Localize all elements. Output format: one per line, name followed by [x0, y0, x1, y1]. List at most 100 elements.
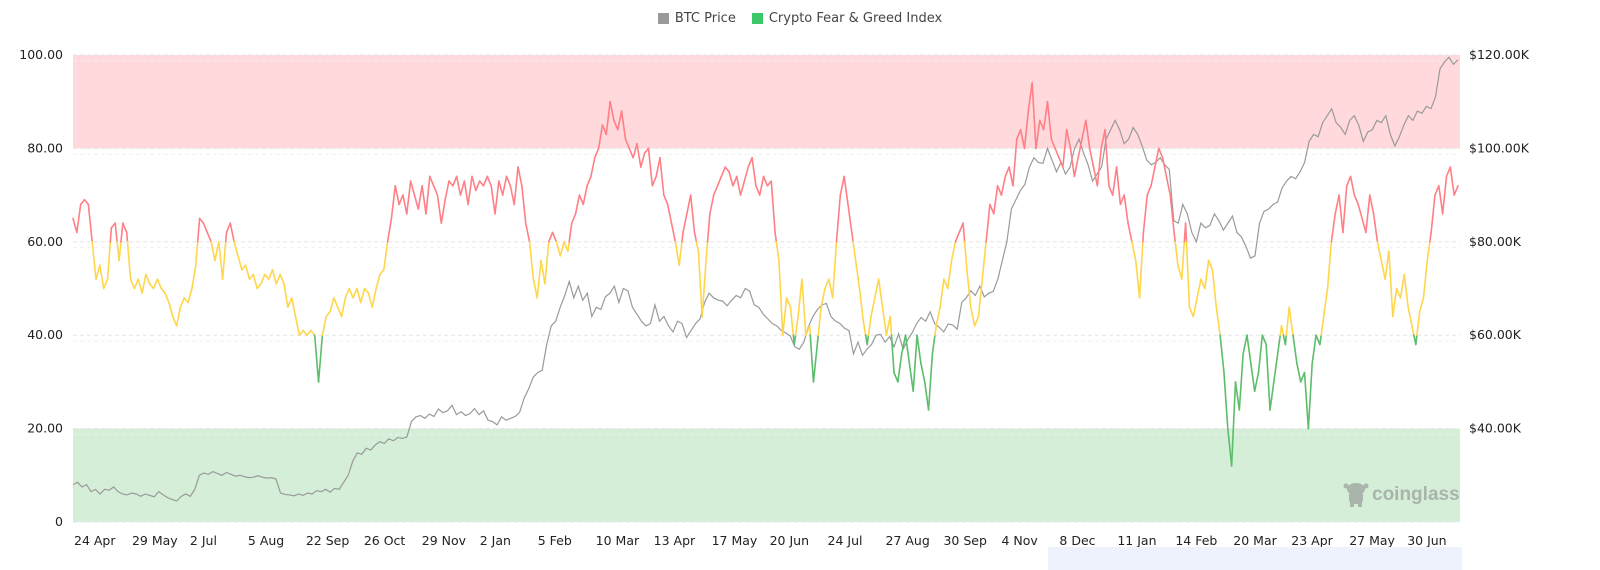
- fear-greed-segment: [816, 334, 820, 346]
- fear-greed-segment: [609, 100, 615, 122]
- fear-greed-segment: [106, 241, 112, 280]
- fear-greed-segment: [946, 259, 953, 290]
- legend-item-btc-price[interactable]: BTC Price: [657, 11, 736, 26]
- fear-greed-segment: [934, 325, 938, 337]
- fear-greed-segment: [582, 184, 588, 206]
- fear-greed-segment: [344, 287, 351, 299]
- fear-greed-segment: [1042, 100, 1049, 131]
- fear-greed-segment: [732, 175, 738, 187]
- x-tick: 14 Feb: [1175, 533, 1217, 548]
- fear-greed-segment: [885, 315, 891, 337]
- fear-greed-segment: [1449, 166, 1455, 196]
- fear-greed-segment: [471, 175, 477, 192]
- fear-greed-segment: [1265, 343, 1271, 411]
- fear-greed-segment: [1234, 381, 1241, 411]
- fear-greed-segment: [647, 147, 654, 187]
- fear-greed-segment: [294, 315, 301, 337]
- fear-greed-segment: [663, 194, 669, 206]
- fear-greed-segment: [233, 241, 239, 257]
- fear-greed-segment: [486, 175, 492, 187]
- fear-greed-segment: [689, 194, 696, 234]
- fear-greed-segment: [1207, 259, 1214, 271]
- fear-greed-segment: [682, 212, 688, 234]
- fear-greed-segment: [1322, 287, 1329, 318]
- fear-greed-segment: [390, 184, 397, 220]
- fear-greed-segment: [601, 124, 608, 136]
- fear-greed-segment: [1407, 306, 1413, 327]
- fear-greed-segment: [1365, 194, 1371, 234]
- gridlines: [73, 54, 1460, 523]
- fear-greed-segment: [593, 147, 600, 159]
- fear-greed-segment: [156, 278, 163, 290]
- fear-greed-segment: [686, 194, 692, 215]
- fear-greed-segment: [866, 334, 870, 346]
- fear-greed-segment: [927, 353, 934, 411]
- fear-greed-segment: [551, 231, 558, 243]
- fear-greed-segment: [264, 273, 270, 280]
- fear-greed-segment: [743, 166, 750, 182]
- fear-greed-segment: [1253, 371, 1260, 393]
- fear-greed-segment: [1384, 250, 1390, 280]
- fear-greed-segment: [1019, 128, 1026, 150]
- fear-greed-segment: [789, 306, 795, 337]
- fear-greed-segment: [76, 203, 82, 234]
- fear-greed-segment: [160, 287, 166, 294]
- fear-greed-segment: [1039, 119, 1045, 131]
- fear-greed-segment: [114, 222, 118, 243]
- fear-greed-segment: [1395, 287, 1402, 299]
- fear-greed-segment: [352, 287, 358, 299]
- fear-greed-segment: [1046, 100, 1053, 140]
- fear-greed-segment: [912, 334, 918, 393]
- fear-greed-segment: [812, 343, 819, 383]
- fear-greed-segment: [867, 315, 872, 337]
- fear-greed-segment: [202, 222, 209, 234]
- fear-greed-segment: [444, 180, 450, 201]
- fear-greed-segment: [852, 241, 857, 262]
- fear-greed-segment: [755, 184, 761, 196]
- x-tick: 17 May: [712, 533, 758, 548]
- fear-greed-segment: [1280, 325, 1285, 337]
- range-scrollbar[interactable]: [1048, 547, 1462, 570]
- fear-greed-segment: [969, 306, 976, 327]
- fear-greed-segment: [1372, 212, 1379, 243]
- fear-greed-segment: [977, 278, 984, 318]
- fear-greed-segment: [425, 175, 431, 215]
- fear-greed-segment: [735, 175, 742, 196]
- fear-greed-segment: [877, 278, 884, 308]
- fear-greed-segment: [321, 315, 328, 337]
- fear-greed-segment: [716, 175, 723, 187]
- fear-greed-segment: [279, 273, 285, 285]
- fear-greed-segment: [839, 175, 845, 196]
- fear-greed-segment: [640, 152, 646, 168]
- fear-greed-segment: [794, 315, 799, 337]
- fear-greed-segment: [751, 156, 757, 187]
- legend-item-fear-greed-index[interactable]: Crypto Fear & Greed Index: [751, 11, 943, 26]
- fear-greed-segment: [196, 217, 201, 243]
- legend-label: Crypto Fear & Greed Index: [768, 11, 943, 26]
- fear-greed-segment: [498, 180, 504, 196]
- fear-greed-segment: [1238, 353, 1244, 411]
- fear-greed-segment: [613, 119, 619, 131]
- fear-greed-segment: [1185, 241, 1191, 308]
- fear-greed-segment: [706, 212, 711, 243]
- fear-greed-segment: [1430, 194, 1436, 234]
- fear-greed-segment: [1085, 119, 1091, 150]
- fear-greed-segment: [306, 329, 312, 337]
- fear-greed-segment: [145, 273, 151, 285]
- fear-greed-segment: [152, 278, 159, 290]
- fear-greed-segment: [356, 287, 362, 304]
- fear-greed-segment: [413, 194, 420, 210]
- fear-greed-segment: [674, 241, 680, 266]
- fear-greed-segment: [747, 156, 753, 168]
- fear-greed-segment: [547, 231, 554, 243]
- fear-greed-segment: [916, 334, 922, 365]
- fear-greed-segment: [125, 231, 129, 243]
- fear-greed-segment: [597, 124, 604, 150]
- fear-greed-segment: [241, 264, 247, 271]
- fear-greed-segment: [1303, 371, 1310, 430]
- fear-greed-segment: [179, 297, 186, 308]
- fear-greed-segment: [394, 184, 400, 206]
- x-tick: 4 Nov: [1001, 533, 1038, 548]
- fear-greed-segment: [126, 241, 132, 280]
- fear-greed-segment: [559, 241, 565, 257]
